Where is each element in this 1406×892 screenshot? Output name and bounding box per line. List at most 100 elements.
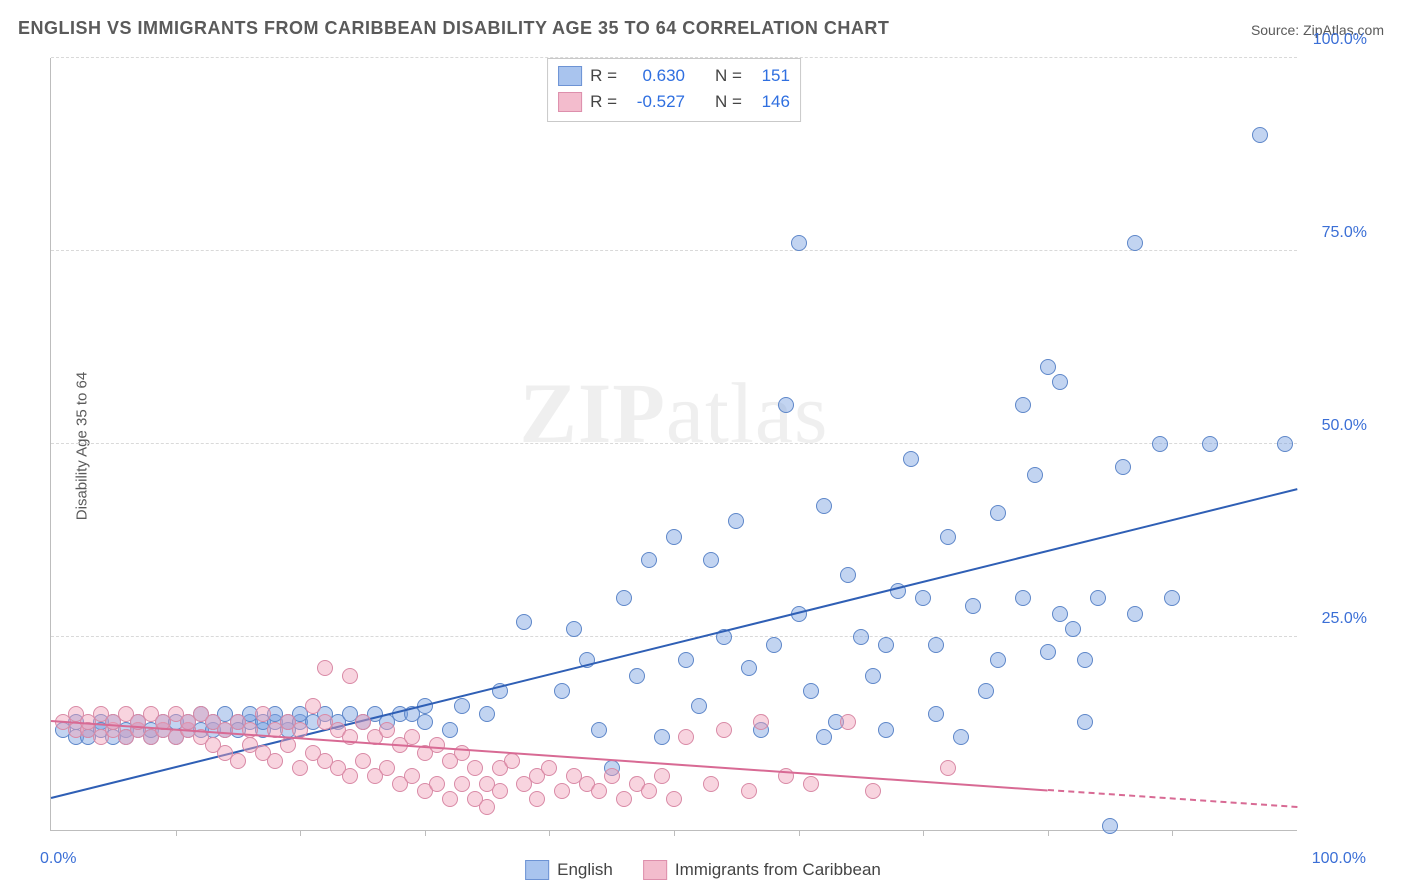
data-point bbox=[741, 660, 757, 676]
data-point bbox=[953, 729, 969, 745]
data-point bbox=[990, 652, 1006, 668]
data-point bbox=[355, 753, 371, 769]
legend-swatch bbox=[558, 66, 582, 86]
data-point bbox=[928, 637, 944, 653]
data-point bbox=[554, 783, 570, 799]
data-point bbox=[1127, 606, 1143, 622]
x-tick bbox=[674, 830, 675, 836]
data-point bbox=[666, 791, 682, 807]
data-point bbox=[703, 552, 719, 568]
stats-row: R = -0.527 N = 146 bbox=[558, 89, 790, 115]
x-tick bbox=[300, 830, 301, 836]
source-prefix: Source: bbox=[1251, 22, 1303, 38]
stats-row: R =0.630N =151 bbox=[558, 63, 790, 89]
data-point bbox=[305, 698, 321, 714]
gridline bbox=[51, 443, 1297, 444]
y-tick-label: 100.0% bbox=[1307, 31, 1367, 49]
data-point bbox=[429, 737, 445, 753]
trend-line bbox=[1048, 789, 1297, 808]
x-tick bbox=[1172, 830, 1173, 836]
stat-n-label: N = bbox=[715, 92, 742, 112]
data-point bbox=[1090, 590, 1106, 606]
data-point bbox=[479, 799, 495, 815]
data-point bbox=[728, 513, 744, 529]
data-point bbox=[678, 652, 694, 668]
stats-legend-box: R =0.630N =151 R = -0.527 N = 146 bbox=[547, 58, 801, 122]
data-point bbox=[853, 629, 869, 645]
data-point bbox=[516, 614, 532, 630]
data-point bbox=[703, 776, 719, 792]
data-point bbox=[1015, 397, 1031, 413]
data-point bbox=[454, 776, 470, 792]
data-point bbox=[604, 768, 620, 784]
data-point bbox=[629, 668, 645, 684]
data-point bbox=[940, 760, 956, 776]
stat-r-value: -0.527 bbox=[625, 92, 685, 112]
data-point bbox=[915, 590, 931, 606]
data-point bbox=[778, 397, 794, 413]
watermark-bold: ZIP bbox=[520, 365, 666, 461]
data-point bbox=[1052, 374, 1068, 390]
legend-swatch bbox=[643, 860, 667, 880]
data-point bbox=[1052, 606, 1068, 622]
data-point bbox=[1077, 714, 1093, 730]
legend-item: Immigrants from Caribbean bbox=[643, 860, 881, 880]
data-point bbox=[492, 783, 508, 799]
x-axis-min-label: 0.0% bbox=[40, 850, 76, 868]
data-point bbox=[1115, 459, 1131, 475]
data-point bbox=[342, 668, 358, 684]
data-point bbox=[1040, 359, 1056, 375]
data-point bbox=[654, 768, 670, 784]
data-point bbox=[978, 683, 994, 699]
data-point bbox=[753, 714, 769, 730]
data-point bbox=[417, 714, 433, 730]
data-point bbox=[878, 637, 894, 653]
data-point bbox=[940, 529, 956, 545]
data-point bbox=[616, 590, 632, 606]
data-point bbox=[791, 235, 807, 251]
data-point bbox=[678, 729, 694, 745]
series-legend: EnglishImmigrants from Caribbean bbox=[525, 860, 881, 880]
data-point bbox=[1152, 436, 1168, 452]
data-point bbox=[355, 714, 371, 730]
plot-area: ZIPatlas R =0.630N =151R =-0.527N =146 2… bbox=[50, 58, 1297, 831]
data-point bbox=[928, 706, 944, 722]
data-point bbox=[404, 768, 420, 784]
y-tick-label: 25.0% bbox=[1307, 610, 1367, 628]
x-tick bbox=[549, 830, 550, 836]
legend-swatch bbox=[558, 92, 582, 112]
data-point bbox=[1277, 436, 1293, 452]
x-tick bbox=[425, 830, 426, 836]
stat-r-label: R = bbox=[590, 92, 617, 112]
data-point bbox=[1015, 590, 1031, 606]
data-point bbox=[878, 722, 894, 738]
data-point bbox=[442, 722, 458, 738]
gridline bbox=[51, 57, 1297, 58]
data-point bbox=[429, 776, 445, 792]
data-point bbox=[816, 498, 832, 514]
stat-n-value: 146 bbox=[750, 92, 790, 112]
stat-n-label: N = bbox=[715, 66, 742, 86]
data-point bbox=[1065, 621, 1081, 637]
data-point bbox=[865, 783, 881, 799]
data-point bbox=[903, 451, 919, 467]
data-point bbox=[554, 683, 570, 699]
legend-label: Immigrants from Caribbean bbox=[675, 860, 881, 880]
data-point bbox=[342, 768, 358, 784]
data-point bbox=[1127, 235, 1143, 251]
data-point bbox=[716, 722, 732, 738]
x-tick bbox=[799, 830, 800, 836]
data-point bbox=[990, 505, 1006, 521]
data-point bbox=[840, 567, 856, 583]
gridline bbox=[51, 250, 1297, 251]
data-point bbox=[541, 760, 557, 776]
data-point bbox=[255, 706, 271, 722]
data-point bbox=[504, 753, 520, 769]
data-point bbox=[865, 668, 881, 684]
data-point bbox=[591, 783, 607, 799]
data-point bbox=[1102, 818, 1118, 834]
data-point bbox=[616, 791, 632, 807]
data-point bbox=[1202, 436, 1218, 452]
data-point bbox=[267, 753, 283, 769]
data-point bbox=[379, 760, 395, 776]
